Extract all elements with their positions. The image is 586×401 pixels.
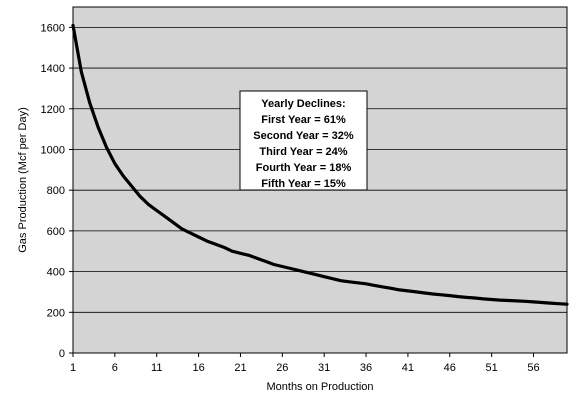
annotation-line: Yearly Declines: xyxy=(261,98,345,110)
x-tick-label: 31 xyxy=(318,362,330,374)
annotation-box xyxy=(239,90,368,191)
annotation-line: Third Year = 24% xyxy=(259,146,347,158)
x-tick-label: 21 xyxy=(234,362,246,374)
y-tick-label: 1600 xyxy=(41,22,65,34)
x-axis-label: Months on Production xyxy=(266,381,373,393)
x-tick-label: 16 xyxy=(192,362,204,374)
y-axis-label: Gas Production (Mcf per Day) xyxy=(17,107,29,253)
production-decline-line xyxy=(71,23,569,306)
x-tick-label: 41 xyxy=(402,362,414,374)
y-tick-label: 1400 xyxy=(41,63,65,75)
x-tick-label: 56 xyxy=(527,362,539,374)
x-tick-label: 26 xyxy=(276,362,288,374)
x-axis-ticks: 1 6 11 16 21 26 31 36 41 46 51 56 xyxy=(70,353,540,374)
y-axis-ticks: 0 200 400 600 800 1000 1200 1400 1600 xyxy=(41,22,73,360)
y-tick-label: 600 xyxy=(47,226,65,238)
y-tick-label: 200 xyxy=(47,307,65,319)
y-tick-label: 1000 xyxy=(41,144,65,156)
y-tick-label: 400 xyxy=(47,267,65,279)
y-tick-label: 800 xyxy=(47,185,65,197)
x-tick-label: 1 xyxy=(70,362,76,374)
annotation-line: Fifth Year = 15% xyxy=(261,178,346,190)
y-tick-label: 0 xyxy=(59,348,65,360)
y-tick-label: 1200 xyxy=(41,104,65,116)
annotation-line: First Year = 61% xyxy=(261,114,346,126)
x-tick-label: 36 xyxy=(360,362,372,374)
annotation-line: Second Year = 32% xyxy=(253,130,354,142)
x-tick-label: 46 xyxy=(444,362,456,374)
annotation-line: Fourth Year = 18% xyxy=(256,162,352,174)
x-tick-label: 11 xyxy=(151,362,162,374)
x-tick-label: 6 xyxy=(112,362,118,374)
yearly-declines-annotation: Yearly Declines: First Year = 61% Second Y… xyxy=(239,90,368,191)
x-tick-label: 51 xyxy=(486,362,498,374)
